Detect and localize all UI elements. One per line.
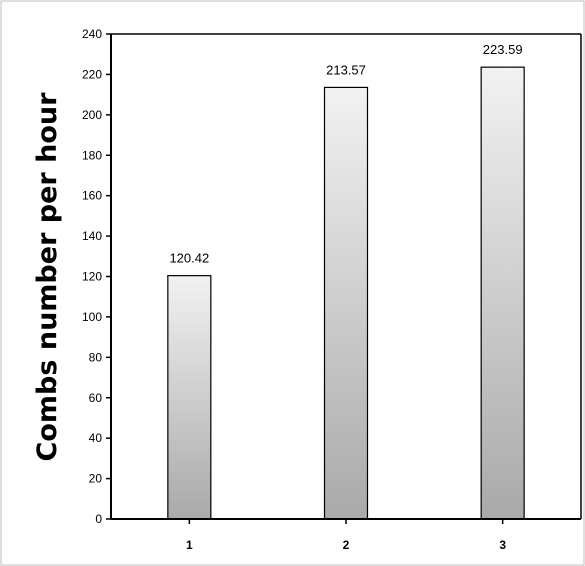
y-tick-label: 80: [89, 350, 103, 364]
bar-3: [480, 66, 525, 520]
y-tick-label: 180: [82, 148, 102, 162]
data-label: 213.57: [326, 62, 366, 77]
bar-2: [323, 86, 369, 520]
x-tick-label: 3: [499, 538, 506, 552]
y-tick-label: 140: [82, 229, 102, 243]
y-tick-label: 40: [89, 431, 103, 445]
y-tick-label: 0: [95, 512, 102, 526]
y-axis-title: Combs number per hour: [32, 92, 63, 462]
data-label: 223.59: [483, 42, 523, 57]
data-label: 120.42: [169, 251, 209, 266]
y-tick-label: 200: [82, 108, 102, 122]
x-tick-label: 1: [186, 538, 193, 552]
y-tick-label: 20: [89, 472, 103, 486]
bar-1: [167, 275, 212, 520]
y-tick-label: 240: [82, 27, 102, 41]
x-tick-label: 2: [343, 538, 350, 552]
y-tick-label: 60: [89, 391, 103, 405]
plot-area: 0 20 40 60 80 100 120 140 160 180 200 220 240 120.42 1…: [82, 27, 582, 552]
y-tick-label: 100: [82, 310, 102, 324]
y-tick-label: 160: [82, 189, 102, 203]
y-tick-label: 220: [82, 67, 102, 81]
y-tick-label: 120: [82, 270, 102, 284]
